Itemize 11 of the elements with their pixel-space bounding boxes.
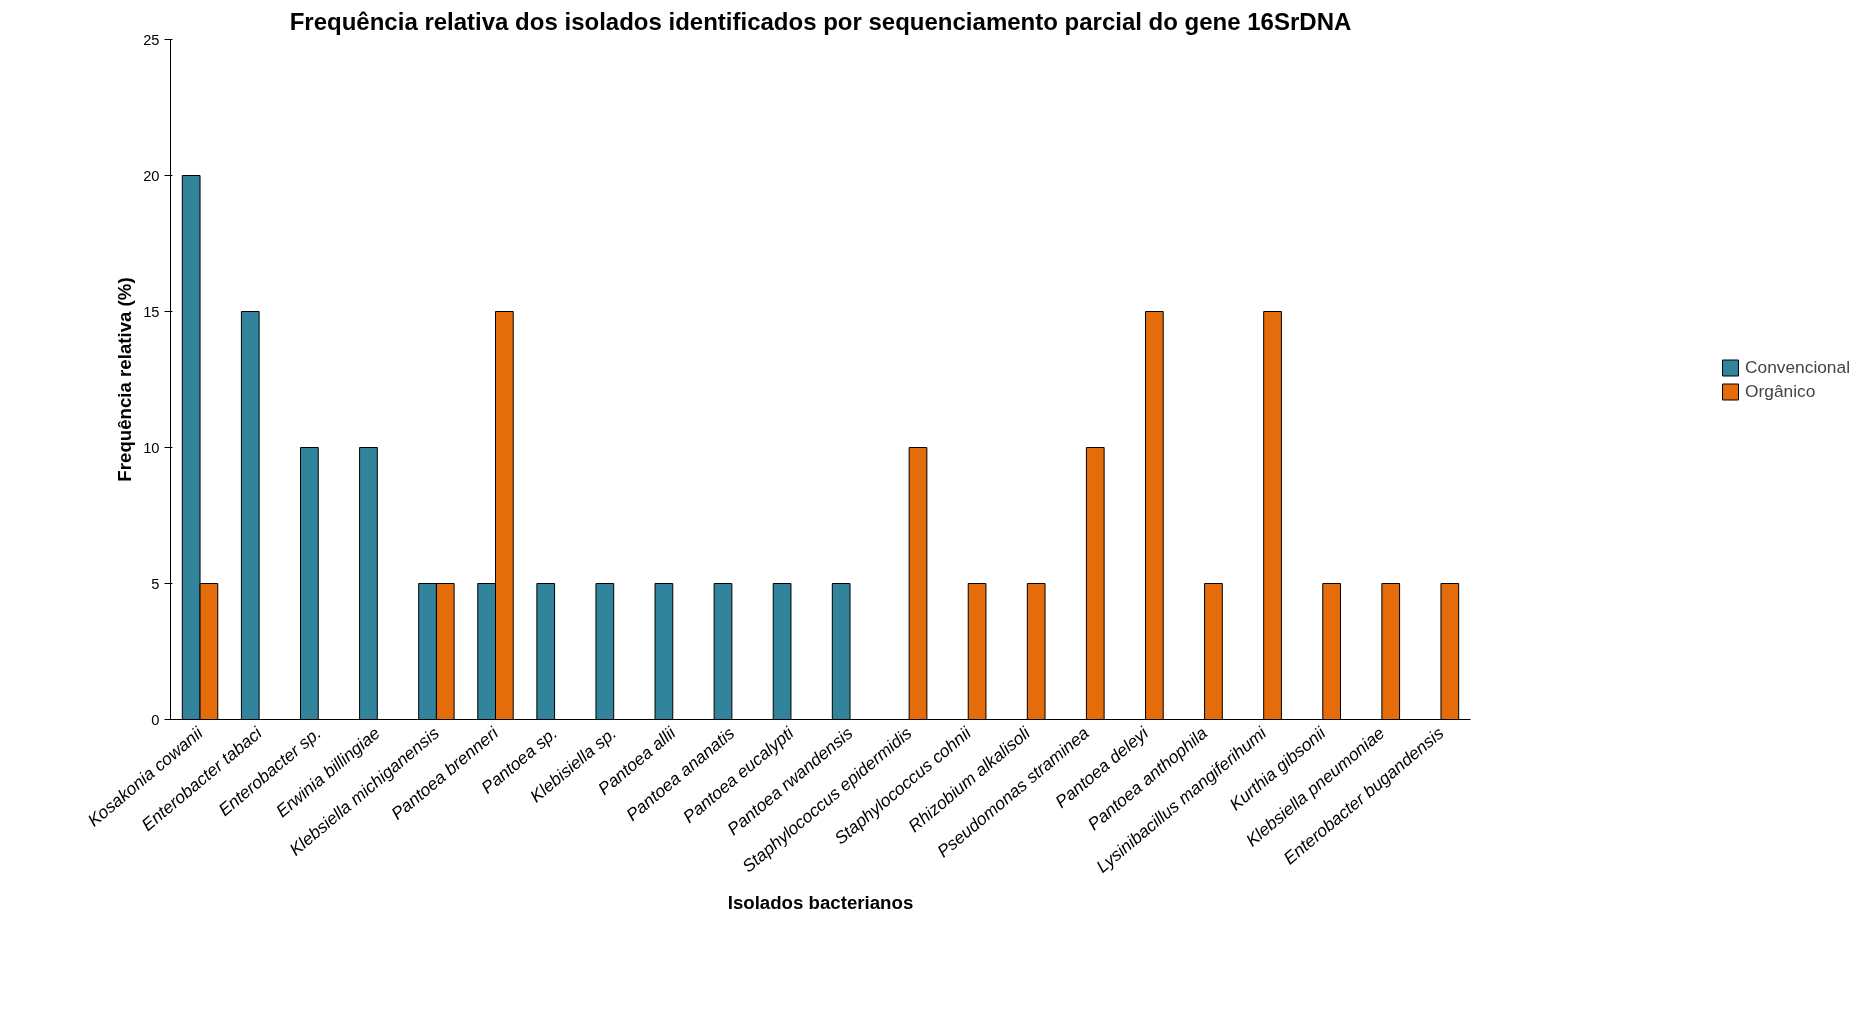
y-tick-label: 10 bbox=[143, 439, 160, 456]
y-tick-label: 0 bbox=[151, 711, 160, 728]
legend-label: Orgânico bbox=[1744, 380, 1816, 402]
y-tick-label: 20 bbox=[143, 167, 160, 184]
chart-title: Frequência relativa dos isolados identificados por sequenciamento parcial do gene 16SrDNA bbox=[289, 7, 1352, 35]
y-tick-label: 5 bbox=[151, 575, 160, 592]
y-tick-label: 25 bbox=[143, 31, 160, 48]
x-axis-title: Isolados bacterianos bbox=[727, 892, 914, 914]
legend-label: Convencional bbox=[1744, 356, 1851, 378]
y-tick-label: 15 bbox=[143, 303, 160, 320]
y-axis-title: Frequência relativa (%) bbox=[114, 277, 136, 482]
